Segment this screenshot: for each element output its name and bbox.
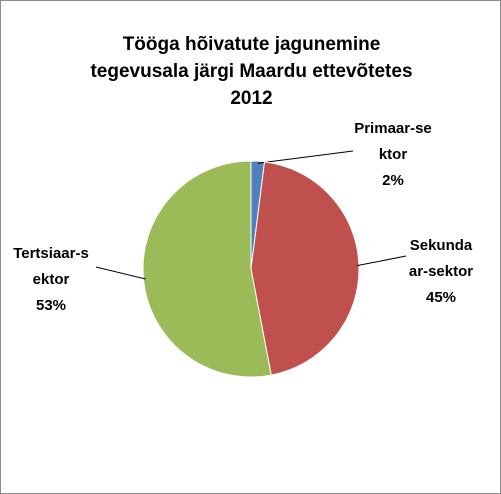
label-value: 53% [35,297,67,314]
label-value: 45% [425,289,457,306]
leader-line [257,150,354,164]
pie-slice [250,161,360,376]
title-line: tegevusala järgi Maardu ettevõtetes [90,61,413,82]
data-label: Primaar-sektor 2% [353,116,433,194]
leader-line [95,266,146,280]
label-category: Sekundaar-sektor [408,237,474,280]
title-line: 2012 [230,88,273,109]
chart-title: Tööga hõivatute jagunemine tegevusala jä… [1,31,500,112]
label-value: 2% [382,172,404,189]
title-line: Tööga hõivatute jagunemine [122,34,381,55]
pie-slice [142,160,272,378]
label-category: Tertsiaar-sektor [13,245,89,288]
data-label: Sekundaar-sektor 45% [406,233,476,311]
data-label: Tertsiaar-sektor 53% [11,241,91,319]
leader-line [356,255,407,267]
label-category: Primaar-sektor [354,120,432,163]
